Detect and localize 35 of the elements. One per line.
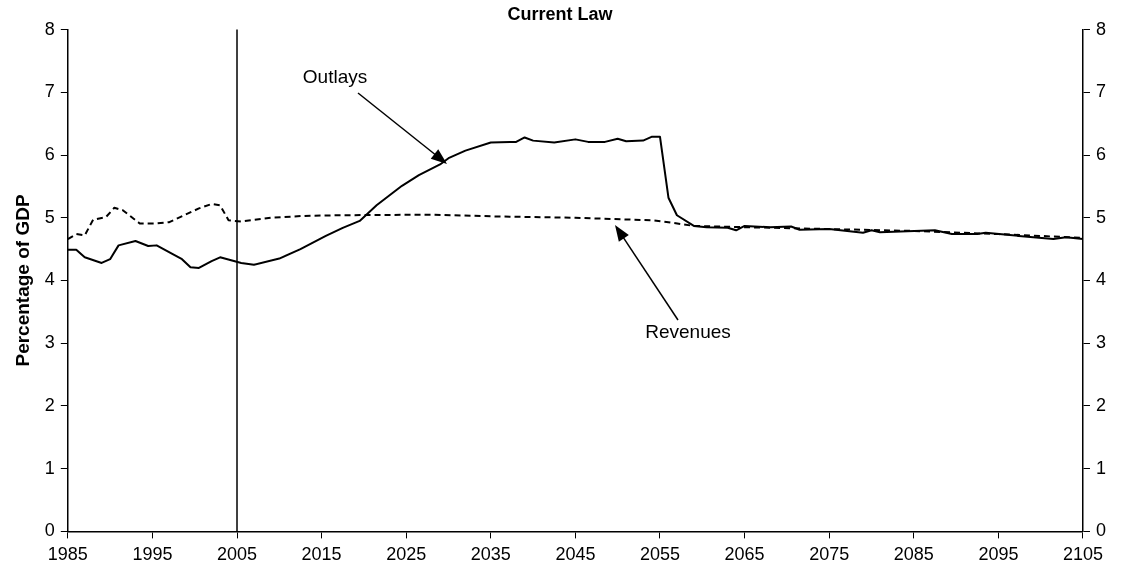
y2-tick-label: 3 (1095, 332, 1106, 353)
x-tick-label: 2045 (555, 544, 596, 565)
y-tick-label: 3 (44, 332, 55, 353)
chart-title: Current Law (507, 3, 614, 24)
x-tick-label: 2075 (809, 544, 850, 565)
y2-tick-label: 5 (1095, 206, 1106, 227)
y2-tick-label: 8 (1095, 18, 1106, 39)
y-tick-label: 2 (44, 394, 55, 415)
y-axis-title: Percentage of GDP (11, 194, 33, 367)
annotation: Outlays (302, 66, 368, 88)
y-tick-label: 8 (44, 18, 55, 39)
y2-tick-label: 4 (1095, 269, 1106, 290)
x-tick-label: 2035 (470, 544, 511, 565)
x-tick-label: 2015 (301, 544, 342, 565)
x-tick-label: 2005 (216, 544, 258, 565)
y2-tick-label: 1 (1095, 457, 1106, 478)
y2-tick-label: 2 (1095, 394, 1106, 415)
x-tick-label: 1995 (132, 544, 173, 565)
x-tick-label: 2025 (386, 544, 427, 565)
x-tick-label: 1985 (47, 544, 88, 565)
x-tick-label: 2105 (1062, 544, 1104, 565)
y-tick-label: 4 (44, 269, 55, 290)
y-tick-label: 6 (44, 144, 55, 165)
y2-tick-label: 7 (1095, 81, 1106, 102)
x-tick-label: 2085 (893, 544, 934, 565)
y-tick-label: 1 (44, 457, 55, 478)
y-tick-label: 7 (44, 81, 55, 102)
x-tick-label: 2065 (724, 544, 765, 565)
x-tick-label: 2095 (978, 544, 1019, 565)
y2-tick-label: 6 (1095, 144, 1106, 165)
y2-tick-label: 0 (1095, 520, 1106, 541)
y-tick-label: 0 (44, 520, 55, 541)
y-tick-label: 5 (44, 206, 55, 227)
x-tick-label: 2055 (639, 544, 681, 565)
annotation: Revenues (645, 321, 731, 343)
